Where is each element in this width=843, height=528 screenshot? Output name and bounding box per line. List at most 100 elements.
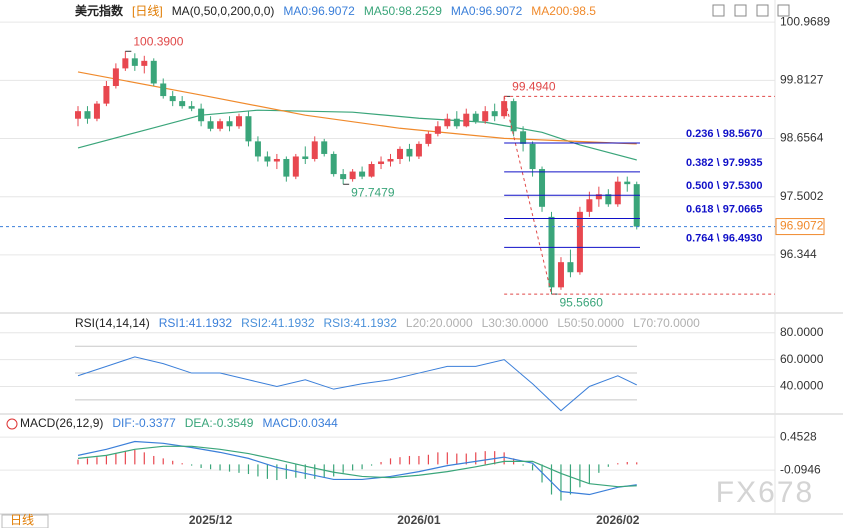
candle-body bbox=[141, 60, 148, 66]
y-tick-label: 97.5002 bbox=[780, 189, 824, 203]
candle-body bbox=[169, 96, 176, 102]
legend-label: MA0:96.9072 bbox=[283, 4, 355, 18]
legend-label: MACD(26,12,9) bbox=[20, 416, 103, 430]
candle-body bbox=[463, 113, 470, 127]
candle-body bbox=[614, 181, 621, 205]
toolbar-icons[interactable] bbox=[712, 4, 790, 17]
candle-body bbox=[179, 101, 186, 107]
candle-body bbox=[283, 158, 290, 177]
candle-body bbox=[321, 141, 328, 154]
candle-body bbox=[112, 68, 119, 87]
annotation-label: 97.7479 bbox=[351, 185, 395, 199]
candle-body bbox=[359, 171, 366, 177]
y-tick-label: 40.0000 bbox=[780, 379, 824, 393]
candle-body bbox=[311, 141, 318, 159]
candle-body bbox=[482, 111, 489, 122]
rsi-line bbox=[77, 356, 637, 412]
candle-body bbox=[501, 101, 508, 117]
y-tick-label: -0.0946 bbox=[780, 462, 821, 476]
legend-label: L70:70.0000 bbox=[633, 316, 700, 330]
icon[interactable] bbox=[712, 4, 725, 17]
candle-body bbox=[520, 131, 527, 144]
candle-body bbox=[539, 169, 546, 207]
y-tick-label: 60.0000 bbox=[780, 352, 824, 366]
candle-body bbox=[415, 143, 422, 157]
candle-body bbox=[75, 111, 81, 119]
candle-body bbox=[576, 211, 583, 273]
legend-label: RSI3:41.1932 bbox=[324, 316, 398, 330]
legend-label: RSI1:41.1932 bbox=[159, 316, 233, 330]
icon[interactable] bbox=[756, 4, 769, 17]
legend-label: MA200:98.5 bbox=[531, 4, 596, 18]
last-price-box bbox=[775, 218, 825, 236]
y-tick-label: 0.4528 bbox=[780, 429, 817, 443]
y-tick-label: 80.0000 bbox=[780, 325, 824, 339]
fib-label: 0.382 \ 97.9935 bbox=[686, 157, 762, 169]
y-tick-label: 100.9689 bbox=[780, 14, 830, 28]
candle-body bbox=[510, 101, 517, 132]
y-tick-label: 98.6564 bbox=[780, 131, 824, 145]
candle-body bbox=[425, 133, 432, 144]
candle-body bbox=[444, 118, 451, 127]
fib-label: 0.764 \ 96.4930 bbox=[686, 232, 762, 244]
candle-body bbox=[378, 161, 385, 165]
candle-body bbox=[557, 262, 564, 288]
candle-body bbox=[349, 171, 356, 180]
period-button[interactable] bbox=[1, 514, 49, 528]
moving-average bbox=[77, 71, 637, 145]
legend-label: RSI(14,14,14) bbox=[75, 316, 150, 330]
candle-body bbox=[529, 143, 536, 170]
legend-label: [日线] bbox=[132, 4, 163, 18]
legend-label: MA(0,50,0,200,0,0) bbox=[172, 4, 275, 18]
candle-body bbox=[340, 174, 347, 180]
icon[interactable] bbox=[777, 4, 790, 17]
candle-body bbox=[292, 156, 299, 177]
candle-body bbox=[548, 216, 555, 288]
candle-body bbox=[302, 156, 309, 159]
candle-body bbox=[595, 194, 602, 200]
annotation-label: 99.4940 bbox=[512, 80, 556, 94]
candle-body bbox=[387, 158, 394, 162]
candle-body bbox=[434, 126, 441, 134]
candle-body bbox=[264, 156, 271, 162]
legend-label: L30:30.0000 bbox=[482, 316, 549, 330]
x-tick-label: 2025/12 bbox=[189, 513, 233, 527]
candle-body bbox=[586, 199, 593, 212]
candle-body bbox=[160, 83, 167, 97]
candle-body bbox=[245, 116, 252, 142]
settings-icon[interactable] bbox=[6, 418, 18, 430]
macd-line bbox=[77, 445, 637, 488]
y-tick-label: 96.344 bbox=[780, 247, 817, 261]
annotation-label: 95.5660 bbox=[560, 295, 604, 309]
macd-line bbox=[77, 440, 637, 496]
annotation-label: 100.3900 bbox=[133, 34, 183, 48]
last-price-label: 96.9072 bbox=[780, 219, 824, 233]
legend-label: MACD:0.0344 bbox=[262, 416, 338, 430]
candle-body bbox=[122, 58, 129, 69]
icon[interactable] bbox=[734, 4, 747, 17]
moving-average bbox=[77, 109, 637, 161]
candle-body bbox=[93, 103, 100, 119]
candle-body bbox=[453, 118, 460, 127]
candle-body bbox=[472, 113, 479, 122]
period-label: 日线 bbox=[10, 513, 34, 527]
candle-body bbox=[396, 148, 403, 159]
legend-label: RSI2:41.1932 bbox=[241, 316, 315, 330]
candle-body bbox=[188, 106, 195, 109]
x-tick-label: 2026/02 bbox=[596, 513, 640, 527]
candle-body bbox=[273, 158, 280, 162]
legend-label: L50:50.0000 bbox=[557, 316, 624, 330]
watermark: FX678 bbox=[716, 476, 814, 509]
candle-body bbox=[633, 184, 640, 227]
candle-body bbox=[567, 262, 574, 273]
candle-body bbox=[491, 111, 498, 117]
fib-label: 0.236 \ 98.5670 bbox=[686, 128, 762, 140]
candle-body bbox=[605, 194, 612, 205]
x-tick-label: 2026/01 bbox=[397, 513, 441, 527]
candle-body bbox=[406, 148, 413, 157]
candle-body bbox=[103, 86, 110, 104]
candle-body bbox=[330, 153, 337, 175]
candle-body bbox=[217, 121, 224, 129]
